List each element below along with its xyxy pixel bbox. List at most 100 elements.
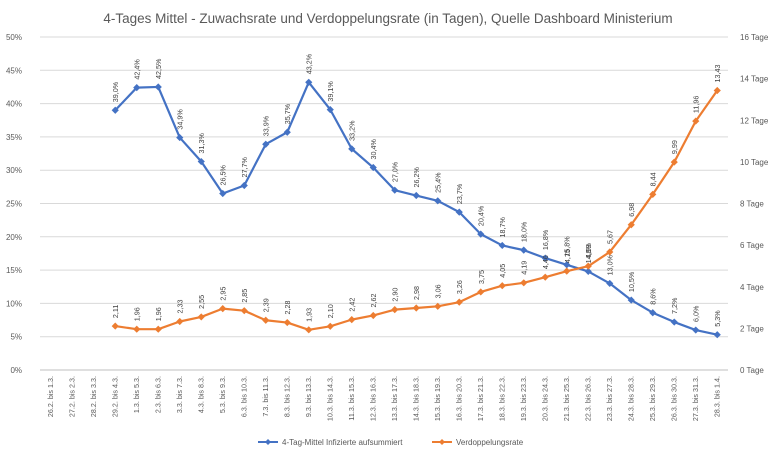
x-tick-label: 20.3. bis 24.3. bbox=[540, 376, 549, 421]
data-point bbox=[176, 317, 184, 326]
data-point bbox=[326, 322, 334, 330]
data-point bbox=[627, 221, 635, 229]
x-tick-label: 8.3. bis 12.3. bbox=[282, 376, 291, 417]
x-tick-label: 28.3. bis 1.4. bbox=[712, 376, 721, 417]
x-tick-label: 2.3. bis 6.3. bbox=[153, 376, 162, 413]
data-label: 8,6% bbox=[649, 288, 658, 305]
x-tick-label: 10.3. bis 14.3. bbox=[325, 376, 334, 421]
data-point bbox=[713, 86, 721, 95]
data-point bbox=[520, 246, 528, 254]
data-label: 25,4% bbox=[434, 172, 443, 193]
x-tick-label: 15.3. bis 19.3. bbox=[433, 376, 442, 421]
data-point bbox=[455, 298, 463, 306]
data-label: 31,3% bbox=[197, 133, 206, 154]
x-tick-label: 18.3. bis 22.3. bbox=[497, 376, 506, 421]
data-label: 6,98 bbox=[627, 203, 636, 217]
x-tick-label: 25.3. bis 29.3. bbox=[648, 376, 657, 421]
data-label: 7,2% bbox=[670, 297, 679, 314]
right-tick-label: 10 Tage bbox=[740, 158, 769, 167]
left-tick-label: 25% bbox=[6, 200, 22, 209]
data-point bbox=[197, 157, 205, 166]
data-label: 11,96 bbox=[692, 96, 701, 113]
data-label: 27,0% bbox=[391, 161, 400, 182]
left-tick-label: 30% bbox=[6, 166, 22, 175]
data-point bbox=[455, 208, 463, 216]
data-point bbox=[584, 267, 592, 276]
data-label: 3,06 bbox=[434, 284, 443, 298]
x-tick-label: 17.3. bis 21.3. bbox=[476, 376, 485, 421]
data-label: 9,99 bbox=[670, 140, 679, 154]
x-tick-label: 16.3. bis 20.3. bbox=[454, 376, 463, 421]
legend-label: Verdoppelungsrate bbox=[456, 438, 524, 447]
left-tick-label: 50% bbox=[6, 33, 22, 42]
legend: 4-Tag-Mittel Infizierte aufsummiert Verdo… bbox=[258, 438, 524, 447]
data-label: 2,98 bbox=[412, 286, 421, 300]
series-2: 2,11 1,96 1,96 2,33 2,55 2,95 2,85 2,39 2,28 1,93… bbox=[111, 64, 722, 334]
data-label: 26,2% bbox=[412, 167, 421, 188]
data-label: 35,7% bbox=[283, 103, 292, 124]
data-point bbox=[541, 273, 549, 281]
right-tick-label: 16 Tage bbox=[740, 33, 769, 42]
data-label: 3,26 bbox=[455, 280, 464, 294]
legend-label: 4-Tag-Mittel Infizierte aufsummiert bbox=[282, 438, 403, 447]
left-tick-label: 15% bbox=[6, 266, 22, 275]
data-point bbox=[670, 318, 678, 326]
data-point bbox=[219, 305, 227, 313]
data-label: 2,10 bbox=[326, 304, 335, 318]
right-tick-label: 4 Tage bbox=[740, 283, 764, 292]
x-tick-label: 9.3. bis 13.3. bbox=[304, 376, 313, 417]
data-label: 13,0% bbox=[606, 254, 615, 275]
data-label: 33,9% bbox=[262, 115, 271, 136]
data-point bbox=[305, 78, 313, 86]
data-point bbox=[305, 326, 313, 334]
data-point bbox=[584, 262, 592, 270]
x-tick-label: 26.2. bis 1.3. bbox=[46, 376, 55, 417]
data-point bbox=[498, 241, 506, 250]
right-tick-label: 14 Tage bbox=[740, 75, 769, 84]
right-axis: 0 Tage 2 Tage 4 Tage 6 Tage 8 Tage 10 Tage 12 … bbox=[740, 33, 769, 375]
left-axis: 0% 5% 10% 15% 20% 25% 30% 35% 40% 45% 50% bbox=[6, 33, 22, 375]
data-label: 4,46 bbox=[541, 255, 550, 269]
data-point bbox=[649, 309, 657, 317]
data-point bbox=[434, 302, 442, 310]
x-tick-label: 22.3. bis 26.3. bbox=[583, 376, 592, 421]
data-label: 6,0% bbox=[692, 305, 701, 322]
data-point bbox=[692, 326, 700, 334]
data-label: 39,0% bbox=[111, 81, 120, 102]
data-point bbox=[369, 163, 377, 172]
data-label: 2,62 bbox=[369, 293, 378, 307]
data-label: 2,90 bbox=[391, 288, 400, 302]
data-point bbox=[563, 267, 571, 275]
data-point bbox=[606, 248, 614, 256]
data-point bbox=[133, 84, 141, 92]
data-label: 4,05 bbox=[498, 264, 507, 278]
data-point bbox=[391, 306, 399, 314]
data-point bbox=[111, 322, 119, 330]
x-tick-label: 24.3. bis 28.3. bbox=[626, 376, 635, 421]
data-point bbox=[219, 189, 227, 198]
data-label: 3,75 bbox=[477, 270, 486, 284]
data-label: 33,2% bbox=[348, 120, 357, 141]
gridlines bbox=[40, 36, 728, 371]
x-tick-label: 12.3. bis 16.3. bbox=[368, 376, 377, 421]
right-tick-label: 6 Tage bbox=[740, 241, 764, 250]
x-tick-label: 11.3. bis 15.3. bbox=[347, 376, 356, 421]
data-label: 42,4% bbox=[133, 59, 142, 80]
data-point bbox=[240, 307, 248, 315]
data-label: 5,67 bbox=[606, 230, 615, 244]
legend-item-2: Verdoppelungsrate bbox=[432, 438, 524, 447]
x-tick-label: 4.3. bis 8.3. bbox=[196, 376, 205, 413]
x-tick-label: 26.3. bis 30.3. bbox=[669, 376, 678, 421]
data-point bbox=[627, 296, 635, 304]
data-label: 4,19 bbox=[520, 261, 529, 275]
data-label: 39,1% bbox=[326, 81, 335, 102]
right-tick-label: 0 Tage bbox=[740, 366, 764, 375]
data-point bbox=[283, 128, 291, 136]
data-point bbox=[391, 186, 399, 194]
left-tick-label: 35% bbox=[6, 133, 22, 142]
x-tick-label: 28.2. bis 3.3. bbox=[89, 376, 98, 417]
x-tick-label: 14.3. bis 18.3. bbox=[411, 376, 420, 421]
legend-item-1: 4-Tag-Mittel Infizierte aufsummiert bbox=[258, 438, 403, 447]
data-label: 2,55 bbox=[197, 295, 206, 309]
